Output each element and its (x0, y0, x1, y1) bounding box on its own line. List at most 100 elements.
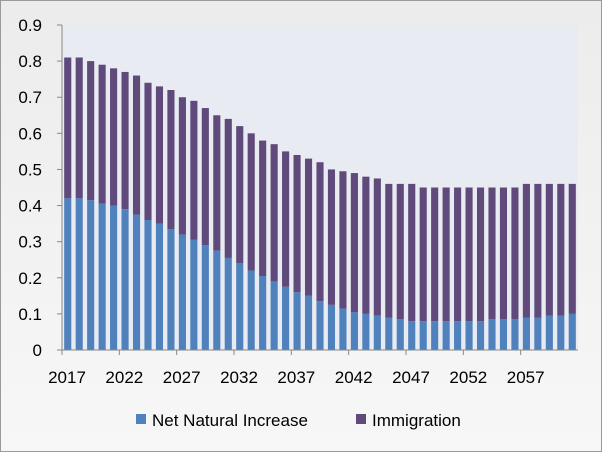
bar-net-natural-increase-2021 (110, 205, 118, 350)
y-tick-label: 0.6 (18, 124, 42, 143)
bar-immigration-2055 (499, 187, 508, 320)
bar-immigration-2051 (454, 187, 462, 322)
y-tick-label: 0.8 (18, 52, 42, 71)
bar-immigration-2060 (557, 183, 565, 316)
bar-net-natural-increase-2027 (178, 234, 186, 350)
x-tick-label: 2037 (277, 368, 315, 387)
legend: Net Natural Increase Immigration (136, 411, 461, 430)
bar-immigration-2034 (259, 140, 267, 276)
bar-net-natural-increase-2030 (213, 250, 221, 350)
bar-immigration-2041 (339, 171, 347, 309)
bar-net-natural-increase-2053 (476, 321, 485, 350)
bar-net-natural-increase-2047 (408, 321, 416, 350)
bar-net-natural-increase-2032 (236, 263, 244, 350)
bar-net-natural-increase-2056 (511, 319, 519, 350)
y-tick-label: 0.7 (18, 88, 42, 107)
bar-net-natural-increase-2028 (190, 239, 198, 350)
bar-net-natural-increase-2022 (121, 209, 129, 350)
bar-immigration-2037 (293, 155, 301, 293)
bar-net-natural-increase-2020 (98, 203, 106, 350)
bar-immigration-2021 (110, 68, 118, 206)
bar-immigration-2054 (488, 187, 496, 320)
y-tick-label: 0.9 (18, 16, 42, 35)
bar-immigration-2059 (545, 183, 553, 316)
y-tick-label: 0.2 (18, 269, 42, 288)
bar-net-natural-increase-2034 (259, 275, 267, 350)
bar-immigration-2032 (236, 126, 244, 264)
bar-immigration-2044 (373, 178, 381, 316)
bar-immigration-2056 (511, 187, 519, 320)
bar-immigration-2023 (132, 75, 141, 215)
bar-immigration-2057 (522, 183, 530, 318)
bar-net-natural-increase-2018 (75, 198, 83, 350)
bar-net-natural-increase-2031 (224, 257, 232, 350)
bar-net-natural-increase-2035 (270, 281, 278, 350)
bar-immigration-2026 (167, 90, 175, 230)
bar-net-natural-increase-2036 (282, 286, 290, 350)
x-tick-label: 2017 (48, 368, 86, 387)
bar-net-natural-increase-2023 (132, 214, 141, 350)
bar-immigration-2052 (465, 187, 473, 322)
bar-net-natural-increase-2055 (499, 319, 508, 350)
bar-immigration-2047 (408, 183, 416, 322)
bar-net-natural-increase-2042 (350, 312, 358, 350)
y-tick-label: 0.3 (18, 233, 42, 252)
bar-net-natural-increase-2033 (247, 270, 255, 350)
x-tick-label: 2032 (220, 368, 258, 387)
x-tick-label: 2027 (163, 368, 201, 387)
bar-net-natural-increase-2051 (454, 321, 462, 350)
bar-immigration-2042 (350, 173, 358, 313)
bar-net-natural-increase-2037 (293, 292, 301, 350)
bar-immigration-2022 (121, 71, 129, 210)
bar-net-natural-increase-2029 (201, 245, 209, 350)
bar-net-natural-increase-2048 (419, 321, 427, 350)
bar-immigration-2036 (282, 151, 290, 287)
y-axis-ticks: 0 0.1 0.2 0.3 0.4 0.5 0.6 0.7 0.8 0.9 (18, 16, 62, 360)
bar-net-natural-increase-2017 (64, 198, 72, 350)
y-tick-label: 0.5 (18, 160, 42, 179)
legend-label-immigration: Immigration (372, 411, 461, 430)
bar-immigration-2058 (534, 183, 542, 318)
y-tick-label: 0.1 (18, 305, 42, 324)
bar-net-natural-increase-2039 (316, 301, 324, 350)
x-tick-label: 2047 (392, 368, 430, 387)
bar-immigration-2038 (304, 158, 313, 296)
bar-net-natural-increase-2052 (465, 321, 473, 350)
bar-immigration-2049 (431, 187, 439, 322)
bar-net-natural-increase-2040 (327, 304, 336, 350)
bar-net-natural-increase-2046 (396, 319, 404, 350)
bar-immigration-2035 (270, 144, 278, 282)
bar-immigration-2031 (224, 118, 232, 258)
bar-net-natural-increase-2059 (545, 315, 553, 350)
bar-net-natural-increase-2050 (442, 321, 450, 350)
bar-immigration-2040 (327, 169, 336, 305)
legend-swatch-net-natural-increase (136, 414, 146, 424)
x-tick-label: 2052 (449, 368, 487, 387)
bar-immigration-2046 (396, 183, 404, 320)
bar-immigration-2019 (87, 61, 95, 201)
bar-immigration-2029 (201, 108, 209, 246)
bar-immigration-2027 (178, 97, 186, 235)
x-tick-label: 2022 (105, 368, 143, 387)
bar-immigration-2028 (190, 100, 198, 240)
bar-net-natural-increase-2038 (304, 295, 313, 350)
bar-immigration-2039 (316, 162, 324, 302)
legend-label-net-natural-increase: Net Natural Increase (152, 411, 308, 430)
bar-immigration-2043 (362, 176, 370, 314)
y-tick-label: 0 (33, 341, 42, 360)
bar-immigration-2018 (75, 57, 83, 199)
y-tick-label: 0.4 (18, 197, 42, 216)
bar-immigration-2061 (568, 183, 576, 314)
x-tick-label: 2042 (335, 368, 373, 387)
bar-immigration-2030 (213, 115, 221, 251)
bar-immigration-2033 (247, 133, 255, 271)
bar-immigration-2045 (385, 183, 393, 318)
bar-net-natural-increase-2019 (87, 200, 95, 350)
bar-net-natural-increase-2024 (144, 220, 152, 350)
bar-net-natural-increase-2041 (339, 308, 347, 350)
bar-net-natural-increase-2057 (522, 317, 530, 350)
bar-net-natural-increase-2049 (431, 321, 439, 350)
bars-group (64, 57, 576, 350)
x-tick-label: 2057 (507, 368, 545, 387)
